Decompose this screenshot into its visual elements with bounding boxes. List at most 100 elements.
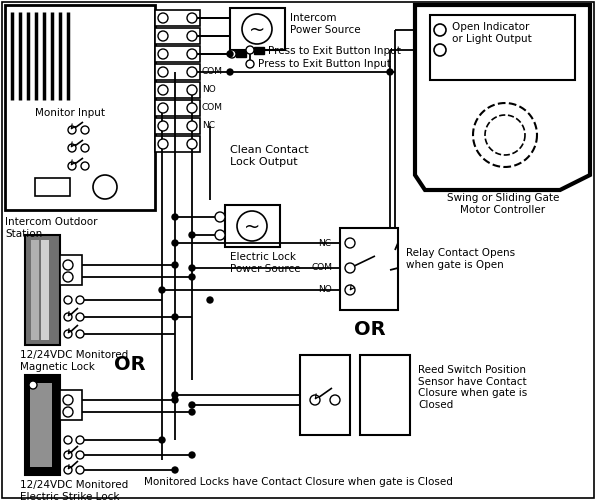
Text: COM: COM xyxy=(312,264,333,272)
Text: Relay Contact Opens
when gate is Open: Relay Contact Opens when gate is Open xyxy=(406,248,515,270)
Text: Electric Lock
Power Source: Electric Lock Power Source xyxy=(230,252,300,274)
Text: Intercom Outdoor
Station: Intercom Outdoor Station xyxy=(5,217,98,238)
Bar xyxy=(35,178,70,196)
Bar xyxy=(60,390,82,420)
Circle shape xyxy=(64,451,72,459)
Circle shape xyxy=(187,85,197,95)
Text: OR: OR xyxy=(114,355,146,374)
Circle shape xyxy=(68,162,76,170)
Circle shape xyxy=(215,212,225,222)
Bar xyxy=(254,47,264,54)
Text: Press to Exit Button Input: Press to Exit Button Input xyxy=(258,59,391,69)
Circle shape xyxy=(158,139,168,149)
Circle shape xyxy=(434,44,446,56)
Circle shape xyxy=(76,466,84,474)
Bar xyxy=(155,64,200,80)
Bar xyxy=(430,15,575,80)
Circle shape xyxy=(76,451,84,459)
Circle shape xyxy=(63,407,73,417)
Bar xyxy=(225,205,280,247)
Circle shape xyxy=(187,31,197,41)
Circle shape xyxy=(68,144,76,152)
Bar xyxy=(155,82,200,98)
Circle shape xyxy=(76,436,84,444)
Text: 12/24VDC Monitored
Magnetic Lock: 12/24VDC Monitored Magnetic Lock xyxy=(20,350,128,372)
Circle shape xyxy=(246,60,254,68)
Bar xyxy=(155,118,200,134)
Circle shape xyxy=(189,402,195,408)
Bar xyxy=(236,51,246,57)
Circle shape xyxy=(246,46,254,54)
Circle shape xyxy=(172,397,178,403)
Circle shape xyxy=(159,437,165,443)
Bar xyxy=(230,8,285,50)
Circle shape xyxy=(158,13,168,23)
Circle shape xyxy=(158,49,168,59)
Circle shape xyxy=(207,297,213,303)
Bar xyxy=(60,255,82,285)
Circle shape xyxy=(158,121,168,131)
Circle shape xyxy=(29,381,37,389)
Text: 12/24VDC Monitored
Electric Strike Lock: 12/24VDC Monitored Electric Strike Lock xyxy=(20,480,128,500)
Polygon shape xyxy=(415,5,590,190)
Circle shape xyxy=(81,126,89,134)
Circle shape xyxy=(64,436,72,444)
Bar xyxy=(155,100,200,116)
Circle shape xyxy=(187,13,197,23)
Text: Open Indicator
or Light Output: Open Indicator or Light Output xyxy=(452,22,532,44)
Circle shape xyxy=(187,139,197,149)
Circle shape xyxy=(64,330,72,338)
Circle shape xyxy=(63,260,73,270)
Circle shape xyxy=(172,214,178,220)
Circle shape xyxy=(172,262,178,268)
Circle shape xyxy=(64,466,72,474)
Bar xyxy=(155,28,200,44)
Circle shape xyxy=(158,67,168,77)
Bar xyxy=(25,375,60,475)
Circle shape xyxy=(345,285,355,295)
Text: OR: OR xyxy=(354,320,386,339)
Text: ~: ~ xyxy=(249,20,265,40)
Bar xyxy=(31,240,39,340)
Bar xyxy=(41,240,49,340)
Circle shape xyxy=(227,69,233,75)
Circle shape xyxy=(237,211,267,241)
Text: NC: NC xyxy=(202,122,215,130)
Text: Clean Contact
Lock Output: Clean Contact Lock Output xyxy=(230,145,309,167)
Circle shape xyxy=(310,395,320,405)
Circle shape xyxy=(158,85,168,95)
Circle shape xyxy=(189,409,195,415)
Circle shape xyxy=(81,144,89,152)
Circle shape xyxy=(189,452,195,458)
Circle shape xyxy=(158,31,168,41)
Circle shape xyxy=(242,14,272,44)
Circle shape xyxy=(76,313,84,321)
Bar xyxy=(5,5,155,210)
Circle shape xyxy=(228,50,236,58)
Text: Reed Switch Position
Sensor have Contact
Closure when gate is
Closed: Reed Switch Position Sensor have Contact… xyxy=(418,365,527,410)
Circle shape xyxy=(172,467,178,473)
Circle shape xyxy=(227,51,233,57)
Circle shape xyxy=(159,287,165,293)
Text: COM: COM xyxy=(202,104,223,112)
Circle shape xyxy=(187,67,197,77)
Circle shape xyxy=(158,103,168,113)
Circle shape xyxy=(64,296,72,304)
Text: ~: ~ xyxy=(244,218,260,236)
Text: Intercom
Power Source: Intercom Power Source xyxy=(290,13,361,34)
Bar xyxy=(155,136,200,152)
Bar xyxy=(155,46,200,62)
Circle shape xyxy=(345,263,355,273)
Text: NC: NC xyxy=(318,238,331,248)
Bar xyxy=(30,383,52,467)
Circle shape xyxy=(189,232,195,238)
Circle shape xyxy=(81,162,89,170)
Bar xyxy=(360,355,410,435)
Circle shape xyxy=(387,69,393,75)
Circle shape xyxy=(189,274,195,280)
Circle shape xyxy=(187,103,197,113)
Bar xyxy=(155,10,200,26)
Circle shape xyxy=(68,126,76,134)
Circle shape xyxy=(330,395,340,405)
Text: Press to Exit Button Input: Press to Exit Button Input xyxy=(268,46,401,56)
